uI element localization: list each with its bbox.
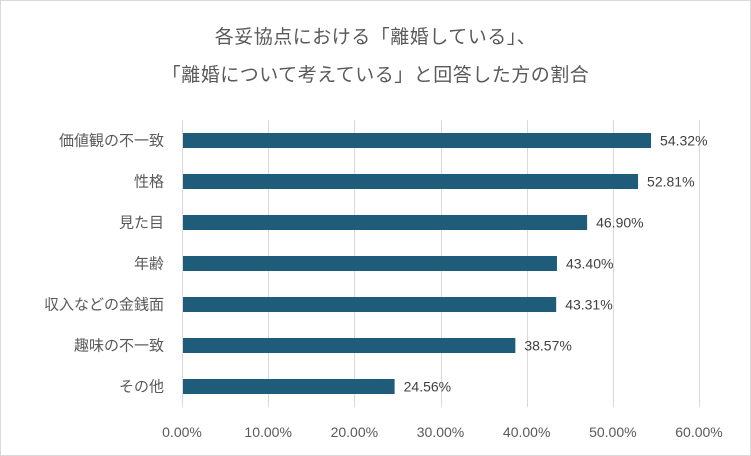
category-label: 価値観の不一致 (59, 132, 164, 150)
category-label: その他 (119, 378, 164, 396)
chart-title-line-2: 「離婚について考えている」と回答した方の割合 (161, 64, 590, 86)
x-tick-label: 10.00% (244, 424, 291, 440)
data-label: 52.81% (647, 174, 694, 190)
category-label: 収入などの金銭面 (44, 296, 164, 314)
x-tick-label: 20.00% (331, 424, 378, 440)
x-tick-label: 0.00% (162, 424, 202, 440)
category-label: 年齢 (134, 255, 164, 273)
bar (183, 174, 639, 189)
category-label: 見た目 (119, 214, 164, 232)
bar (183, 133, 652, 148)
category-label: 性格 (134, 173, 164, 191)
data-label: 24.56% (404, 379, 451, 395)
data-label: 46.90% (596, 215, 643, 231)
data-label: 43.40% (566, 256, 613, 272)
x-tick-label: 30.00% (417, 424, 464, 440)
data-label: 38.57% (524, 338, 571, 354)
bar (183, 297, 557, 312)
category-label: 趣味の不一致 (74, 337, 164, 355)
bar (183, 215, 588, 230)
x-tick-label: 40.00% (503, 424, 550, 440)
data-label: 43.31% (565, 297, 612, 313)
bar (183, 379, 395, 394)
bar (183, 256, 557, 271)
x-tick-label: 50.00% (589, 424, 636, 440)
chart-title-line-1: 各妥協点における「離婚している」、 (214, 26, 537, 48)
data-label: 54.32% (660, 133, 707, 149)
x-tick-label: 60.00% (675, 424, 722, 440)
bar (183, 338, 516, 353)
